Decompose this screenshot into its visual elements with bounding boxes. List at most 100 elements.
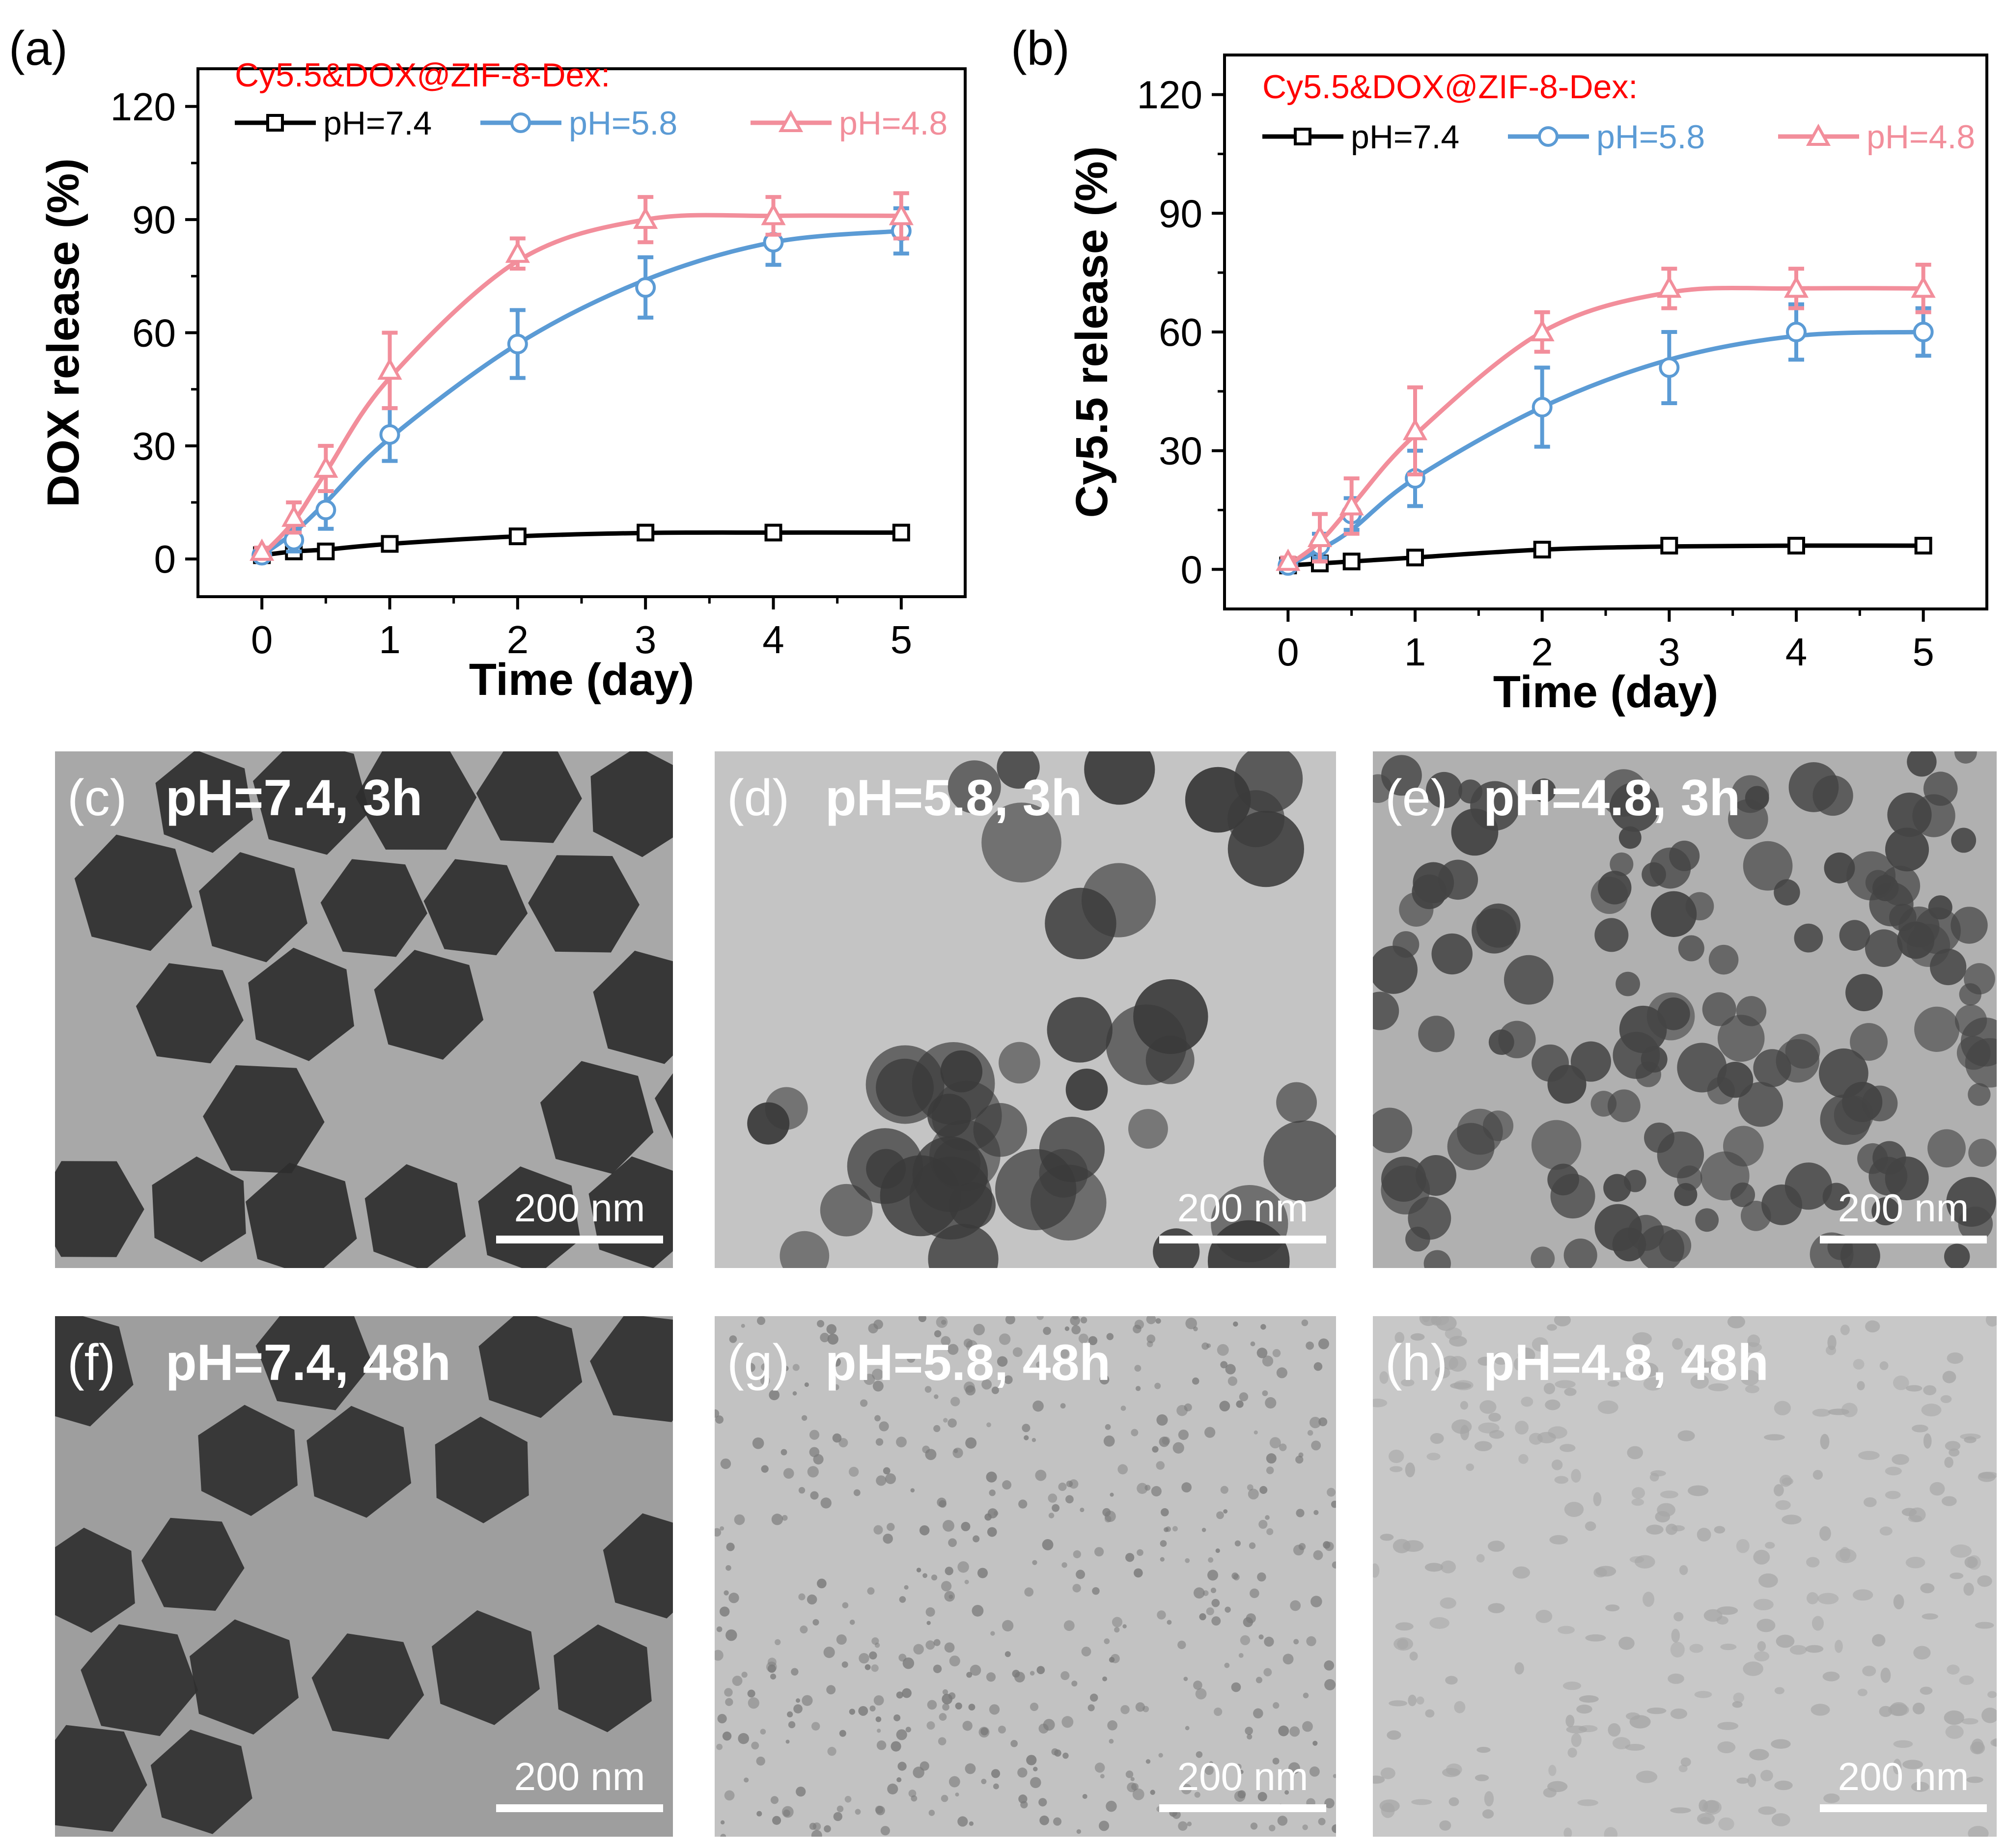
tem-particle bbox=[1902, 1760, 1923, 1769]
tem-particle bbox=[1259, 1486, 1268, 1494]
tem-particle bbox=[1313, 1510, 1319, 1515]
tem-particle bbox=[1862, 1665, 1876, 1677]
tem-particle bbox=[1373, 1107, 1413, 1153]
tem-particle bbox=[1290, 1600, 1301, 1611]
tem-particle bbox=[801, 1415, 808, 1421]
tem-particle bbox=[1276, 1082, 1317, 1123]
tem-particle bbox=[246, 1162, 357, 1268]
tem-particle bbox=[1625, 1743, 1645, 1751]
tem-particle bbox=[1636, 1770, 1658, 1783]
tem-particle bbox=[1312, 1740, 1318, 1746]
chart-a-dox-release: (a) 0 1 2 3 4 5 0 30 60 90 120 Time (day) DOX release… bbox=[9, 21, 967, 705]
tem-particle bbox=[1921, 1404, 1942, 1417]
tem-particle bbox=[905, 1727, 911, 1733]
tem-particle bbox=[74, 834, 193, 951]
tem-particle bbox=[1850, 1023, 1888, 1061]
tem-particle bbox=[955, 1793, 959, 1797]
data-point bbox=[505, 241, 530, 263]
tem-particle bbox=[1454, 1701, 1466, 1713]
tem-particle bbox=[1579, 1695, 1599, 1703]
tem-particle bbox=[1017, 1767, 1028, 1778]
tem-particle bbox=[1303, 1692, 1309, 1699]
tem-particle bbox=[1679, 1565, 1688, 1575]
tem-particle bbox=[1535, 1609, 1553, 1623]
tem-particle bbox=[970, 1664, 981, 1676]
tem-particle bbox=[1571, 1733, 1582, 1747]
tem-particle bbox=[820, 1497, 832, 1509]
tem-particle bbox=[1477, 1747, 1491, 1753]
tem-particle bbox=[1736, 1539, 1750, 1553]
data-point bbox=[1913, 322, 1934, 342]
tem-particle bbox=[248, 947, 354, 1061]
tem-particle bbox=[1758, 1573, 1778, 1588]
y-tick-label: 30 bbox=[132, 424, 176, 468]
tem-particle bbox=[1970, 1741, 1985, 1755]
tem-particle bbox=[1159, 1436, 1170, 1447]
tem-particle bbox=[1100, 1774, 1105, 1779]
tem-particle bbox=[810, 1491, 819, 1500]
tem-particle bbox=[877, 1729, 881, 1733]
tem-particle bbox=[1482, 1809, 1494, 1819]
tem-particle bbox=[1678, 1765, 1688, 1772]
tem-particle bbox=[1253, 1708, 1263, 1719]
panel-letter: (h) bbox=[1385, 1334, 1448, 1391]
tem-particle bbox=[798, 1487, 806, 1494]
tem-particle bbox=[756, 1811, 762, 1817]
tem-particle bbox=[1125, 1770, 1134, 1778]
tem-particle bbox=[1058, 1482, 1067, 1491]
tem-particle bbox=[942, 1703, 949, 1711]
tem-particle bbox=[1913, 1646, 1931, 1660]
tem-particle bbox=[817, 1578, 827, 1589]
tem-particle bbox=[991, 1386, 999, 1394]
tem-particle bbox=[1905, 1557, 1925, 1569]
tem-particle bbox=[1968, 1083, 1991, 1106]
tem-particle bbox=[987, 1508, 998, 1518]
tem-particle bbox=[1646, 1524, 1664, 1535]
tem-particle bbox=[1820, 1434, 1830, 1450]
tem-particle bbox=[1211, 1616, 1221, 1626]
tem-particle bbox=[893, 1714, 901, 1721]
data-point bbox=[1339, 493, 1364, 516]
tem-particle bbox=[812, 1822, 821, 1831]
tem-particle bbox=[1474, 1441, 1492, 1451]
tem-particle bbox=[919, 1525, 930, 1536]
tem-particle bbox=[839, 1730, 846, 1737]
tem-particle bbox=[1004, 1651, 1011, 1657]
tem-particle bbox=[1030, 1703, 1039, 1711]
tem-particle bbox=[1210, 1587, 1217, 1594]
tem-particle bbox=[1846, 851, 1896, 901]
tem-particle bbox=[1547, 1781, 1568, 1793]
tem-particle bbox=[253, 751, 370, 855]
tem-particle bbox=[1131, 1429, 1139, 1436]
tem-particle bbox=[820, 1332, 830, 1343]
tem-particle bbox=[833, 1812, 842, 1821]
tem-particle bbox=[1660, 1490, 1678, 1499]
tem-particle bbox=[1156, 1461, 1165, 1470]
tem-particle bbox=[1282, 1654, 1294, 1665]
tem-particle bbox=[873, 1319, 883, 1329]
tem-particle bbox=[879, 1421, 889, 1432]
tem-particle bbox=[1657, 1131, 1704, 1179]
tem-particle bbox=[1605, 1604, 1620, 1612]
tem-particle bbox=[1435, 1367, 1450, 1379]
tem-particle bbox=[977, 1568, 988, 1578]
data-point bbox=[1660, 537, 1678, 555]
scale-bar bbox=[1159, 1236, 1326, 1243]
x-axis-label: Time (day) bbox=[469, 655, 694, 705]
tem-particle bbox=[1764, 1434, 1785, 1441]
tem-particle bbox=[1812, 1408, 1831, 1417]
tem-particle bbox=[1249, 1542, 1256, 1549]
tem-particle bbox=[1457, 1108, 1503, 1155]
tem-particle bbox=[136, 963, 244, 1064]
tem-particle bbox=[950, 1397, 960, 1407]
tem-particle bbox=[1065, 1495, 1074, 1504]
tem-particle bbox=[1430, 1433, 1444, 1444]
tem-particle bbox=[1105, 1424, 1111, 1430]
tem-particle bbox=[1893, 1759, 1902, 1775]
tem-particle bbox=[1677, 1043, 1727, 1093]
tem-particle bbox=[1216, 1511, 1224, 1519]
legend-entry: pH=5.8 bbox=[1596, 118, 1705, 156]
tem-particle bbox=[1672, 1338, 1683, 1350]
tem-particle bbox=[811, 1830, 822, 1837]
tem-particle bbox=[1835, 1639, 1843, 1653]
